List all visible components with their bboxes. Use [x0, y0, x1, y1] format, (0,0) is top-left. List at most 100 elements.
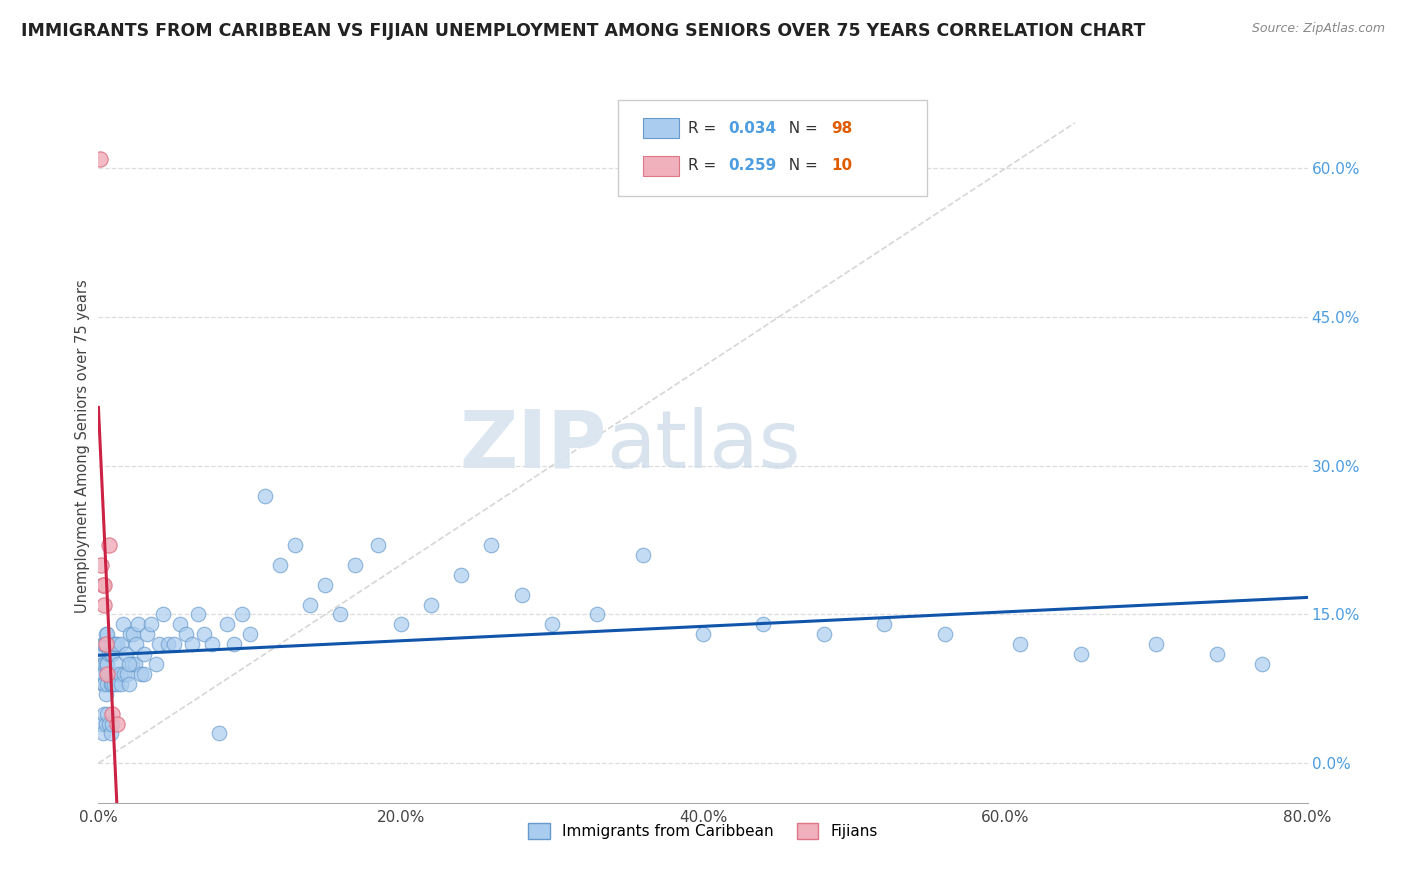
Point [100, 726, 122, 740]
Point [239, 627, 262, 641]
Point [127, 617, 149, 632]
Point [93, 677, 115, 691]
Point [450, 567, 472, 582]
Point [118, 657, 141, 671]
Point [269, 558, 291, 572]
Text: 0.034: 0.034 [728, 121, 776, 136]
Point [934, 627, 956, 641]
Point [132, 667, 155, 681]
Point [152, 607, 174, 622]
Point [104, 637, 127, 651]
Point [93, 657, 115, 671]
Point [181, 637, 204, 651]
Point [91, 726, 114, 740]
Point [253, 489, 276, 503]
Point [284, 538, 307, 552]
Point [163, 637, 186, 651]
Point [187, 607, 209, 622]
Point [89, 152, 111, 166]
Point [1251, 657, 1274, 671]
Point [90, 667, 112, 681]
Point [107, 657, 129, 671]
Point [105, 677, 128, 691]
Point [100, 677, 122, 691]
Point [174, 627, 197, 641]
Point [100, 647, 122, 661]
Point [103, 637, 125, 651]
Point [94, 637, 117, 651]
Point [112, 667, 135, 681]
Point [96, 706, 118, 721]
Point [101, 716, 124, 731]
Point [115, 667, 138, 681]
Point [299, 598, 322, 612]
Point [96, 667, 118, 681]
Point [314, 578, 336, 592]
FancyBboxPatch shape [643, 119, 679, 138]
Point [90, 716, 112, 731]
Point [120, 627, 142, 641]
Point [98, 647, 121, 661]
Point [93, 706, 115, 721]
Point [91, 637, 114, 651]
Point [121, 657, 143, 671]
Point [389, 617, 412, 632]
Point [329, 607, 352, 622]
Point [813, 627, 835, 641]
Text: 98: 98 [831, 121, 852, 136]
Point [156, 637, 179, 651]
Point [91, 657, 114, 671]
Point [1070, 647, 1092, 661]
Point [98, 716, 121, 731]
Point [91, 578, 114, 592]
Point [1010, 637, 1032, 651]
Point [752, 617, 775, 632]
Point [344, 558, 367, 572]
Point [631, 548, 654, 562]
Point [1206, 647, 1229, 661]
Point [101, 677, 124, 691]
Point [135, 627, 157, 641]
Text: N =: N = [779, 158, 823, 173]
Point [129, 667, 152, 681]
Point [94, 716, 117, 731]
Point [114, 647, 136, 661]
Point [510, 588, 533, 602]
Point [420, 598, 443, 612]
Point [108, 667, 131, 681]
Point [141, 617, 163, 632]
Point [122, 627, 145, 641]
Point [148, 637, 170, 651]
Point [89, 667, 111, 681]
Point [94, 687, 117, 701]
Text: 10: 10 [831, 158, 852, 173]
Point [96, 627, 118, 641]
Point [586, 607, 609, 622]
Point [103, 677, 125, 691]
Point [124, 657, 146, 671]
Text: atlas: atlas [606, 407, 800, 485]
Point [94, 657, 117, 671]
Point [201, 637, 224, 651]
Point [873, 617, 896, 632]
Point [91, 677, 114, 691]
Point [132, 647, 155, 661]
Legend: Immigrants from Caribbean, Fijians: Immigrants from Caribbean, Fijians [522, 817, 884, 845]
Point [101, 706, 124, 721]
Text: 0.259: 0.259 [728, 158, 776, 173]
Point [105, 637, 128, 651]
Point [208, 726, 231, 740]
Point [193, 627, 215, 641]
Point [93, 637, 115, 651]
Point [118, 677, 141, 691]
Point [1144, 637, 1167, 651]
Point [98, 667, 121, 681]
Point [692, 627, 714, 641]
Point [215, 617, 238, 632]
Point [145, 657, 167, 671]
Point [481, 538, 503, 552]
Y-axis label: Unemployment Among Seniors over 75 years: Unemployment Among Seniors over 75 years [75, 279, 90, 613]
Point [96, 677, 118, 691]
FancyBboxPatch shape [643, 155, 679, 176]
Point [125, 637, 148, 651]
